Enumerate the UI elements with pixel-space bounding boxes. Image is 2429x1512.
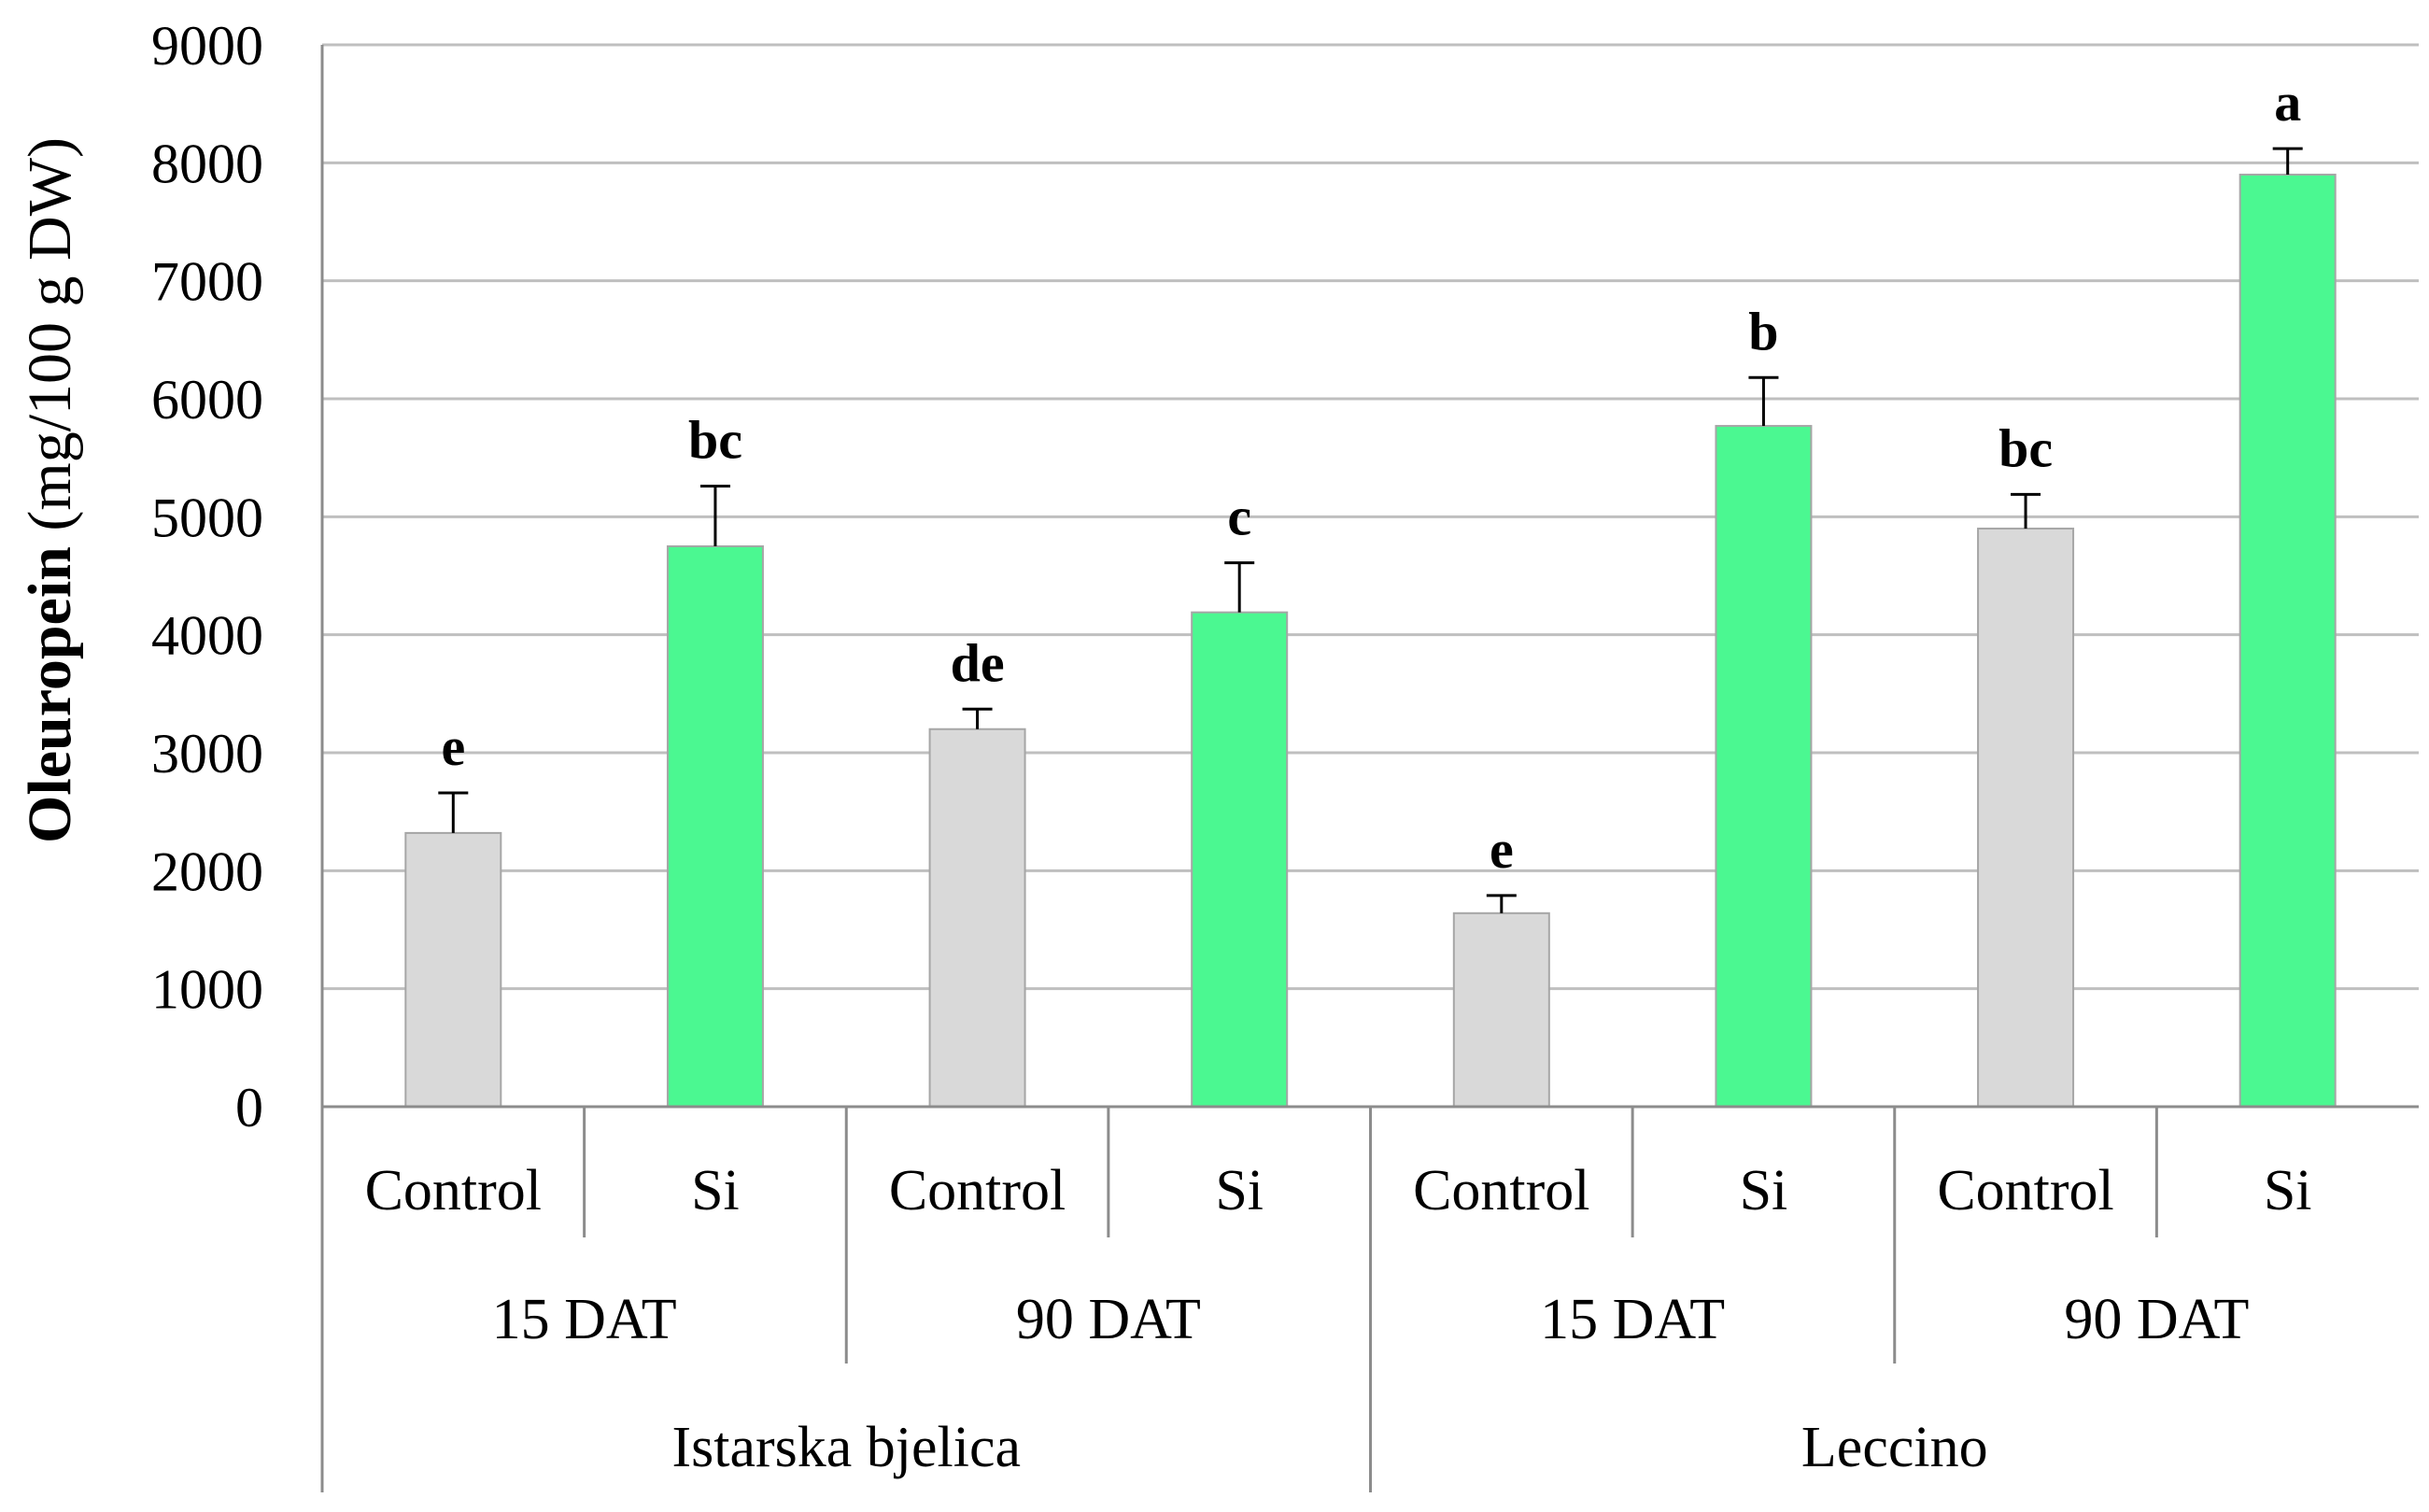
bar-si <box>1715 425 1813 1109</box>
y-tick-label: 5000 <box>151 487 263 548</box>
y-axis-label: Oleuropein (mg/100 g DW) <box>16 137 84 843</box>
significance-letter: c <box>1227 487 1251 547</box>
y-axis-label-unit: (mg/100 g DW) <box>16 137 84 531</box>
significance-letter: e <box>441 716 465 777</box>
x-time-label: 90 DAT <box>1016 1288 1201 1351</box>
x-treatment-label: Control <box>365 1159 542 1222</box>
y-tick-label: 3000 <box>151 723 263 784</box>
x-cultivar-label: Leccino <box>1801 1416 1988 1479</box>
y-tick-label: 8000 <box>151 133 263 194</box>
y-tick-label: 4000 <box>151 605 263 667</box>
y-tick-label: 6000 <box>151 369 263 431</box>
significance-letter: bc <box>688 409 742 470</box>
x-treatment-label: Si <box>1740 1159 1788 1222</box>
significance-letter: a <box>2274 72 2301 133</box>
bar-si <box>666 544 764 1108</box>
x-time-label: 15 DAT <box>492 1288 677 1351</box>
y-tick-label: 2000 <box>151 841 263 902</box>
bar-control <box>1977 527 2075 1108</box>
bar-si <box>2238 173 2337 1108</box>
significance-letter: e <box>1490 819 1514 880</box>
x-treatment-label: Si <box>2264 1159 2312 1222</box>
x-treatment-label: Control <box>1413 1159 1589 1222</box>
x-treatment-label: Si <box>691 1159 740 1222</box>
y-tick-label: 9000 <box>151 15 263 77</box>
y-tick-label: 7000 <box>151 251 263 313</box>
x-treatment-label: Control <box>889 1159 1066 1222</box>
x-treatment-label: Control <box>1937 1159 2113 1222</box>
significance-letter: b <box>1748 301 1778 361</box>
x-treatment-label: Si <box>1215 1159 1264 1222</box>
x-time-label: 90 DAT <box>2064 1288 2249 1351</box>
bar-control <box>928 728 1026 1108</box>
significance-letter: de <box>951 632 1005 693</box>
y-tick-label: 0 <box>235 1077 263 1138</box>
bar-control <box>1452 911 1550 1109</box>
x-time-label: 15 DAT <box>1540 1288 1725 1351</box>
significance-letter: bc <box>1998 417 2053 478</box>
bar-control <box>404 831 502 1108</box>
bar-si <box>1191 611 1289 1108</box>
y-tick-label: 1000 <box>151 959 263 1021</box>
y-axis-label-main: Oleuropein <box>16 546 84 843</box>
x-cultivar-label: Istarska bjelica <box>671 1416 1021 1479</box>
